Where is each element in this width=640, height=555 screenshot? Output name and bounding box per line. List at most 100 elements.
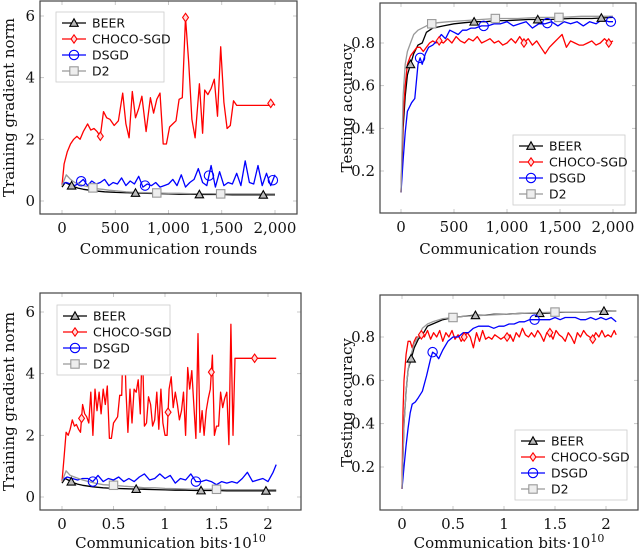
y-tick-label: 6 (25, 7, 35, 25)
legend-marker-dsgd (527, 467, 539, 479)
data-marker-beer (130, 187, 141, 197)
series-line-d2 (400, 15, 613, 193)
data-marker-choco-sgd (96, 131, 104, 142)
legend-marker-choco-sgd (529, 451, 537, 463)
chart-panel-tl: 0 500 1,000 1,500 2,000 0 2 4 6 BEERCHOCO-SGDDSGD… (0, 0, 298, 258)
data-marker-beer (405, 59, 416, 69)
legend-label-d2: D2 (93, 357, 111, 372)
x-axis-scale: ·10 (228, 534, 252, 552)
data-marker-dsgd (139, 180, 151, 191)
data-marker-beer (598, 305, 610, 316)
plot-area (61, 12, 279, 199)
x-axis-scale: ·10 (566, 534, 590, 552)
series-line-beer (61, 477, 277, 492)
series-line-dsgd (61, 464, 277, 486)
legend-marker-beer (525, 140, 537, 150)
x-tick-label: 2 (601, 515, 611, 533)
y-tick-label: 2 (25, 426, 35, 444)
x-axis-label: Communication bits·1010 (414, 532, 605, 552)
data-marker-beer (195, 485, 207, 495)
legend-label-beer: BEER (551, 434, 584, 449)
data-marker-choco-sgd (267, 98, 275, 109)
data-marker-beer (469, 16, 480, 26)
plot-frame (39, 0, 298, 215)
legend-marker-choco-sgd (527, 156, 535, 168)
x-tick-label: 0.5 (102, 515, 126, 533)
legend-label-beer: BEER (549, 139, 582, 154)
legend-label-choco-sgd: CHOCO-SGD (549, 155, 628, 170)
x-tick-label: 2 (263, 515, 273, 533)
chart-panel-br: 0 0.5 1 1.5 2 0.2 0.4 0.6 0.8 BEERCHOCO-SGDDSGDD2… (338, 294, 639, 552)
legend-marker-choco-sgd (70, 33, 78, 45)
y-tick-label: 0.8 (351, 328, 375, 346)
legend-marker-d2 (70, 359, 80, 369)
data-marker-beer (194, 189, 205, 199)
x-axis-label: Communication rounds (80, 240, 258, 258)
legend-label-choco-sgd: CHOCO-SGD (93, 325, 172, 340)
y-tick-label: 4 (25, 69, 35, 87)
data-marker-choco-sgd (605, 37, 613, 49)
plot-area (61, 312, 277, 495)
data-marker-choco-sgd (503, 331, 511, 343)
data-marker-dsgd (542, 17, 553, 29)
y-tick-label: 2 (25, 130, 35, 148)
x-tick-label: 1.5 (543, 515, 567, 533)
data-marker-dsgd (478, 20, 489, 32)
data-marker-choco-sgd (77, 413, 86, 424)
data-marker-d2 (108, 480, 119, 491)
plot-frame (379, 294, 639, 511)
data-marker-beer (258, 189, 269, 199)
data-marker-dsgd (529, 314, 540, 325)
data-marker-dsgd (203, 170, 215, 181)
data-marker-beer (406, 353, 417, 363)
x-tick-label: 1,500 (539, 218, 582, 236)
x-tick-label: 0 (57, 219, 67, 237)
legend-label-d2: D2 (549, 187, 567, 202)
data-marker-beer (66, 476, 77, 486)
legend-marker-dsgd (69, 342, 81, 354)
plot-frame (379, 2, 637, 214)
x-tick-label: 2,000 (254, 219, 297, 237)
y-tick-label: 6 (25, 303, 35, 321)
x-tick-label: 0 (397, 515, 407, 533)
data-marker-dsgd (267, 174, 279, 186)
plot-area (400, 12, 617, 193)
data-marker-d2 (152, 188, 162, 198)
series-line-d2 (401, 310, 617, 489)
data-marker-dsgd (190, 476, 202, 487)
legend-marker-dsgd (525, 172, 537, 184)
data-marker-d2 (490, 13, 501, 24)
data-marker-choco-sgd (546, 327, 554, 338)
legend-label-beer: BEER (93, 309, 126, 324)
data-marker-beer (596, 12, 607, 22)
data-marker-dsgd (75, 176, 87, 187)
data-marker-beer (131, 483, 142, 493)
data-marker-choco-sgd (435, 35, 443, 47)
data-marker-d2 (211, 484, 222, 495)
data-marker-beer (470, 310, 481, 320)
data-marker-d2 (554, 12, 564, 23)
legend-label-choco-sgd: CHOCO-SGD (92, 32, 171, 47)
data-marker-choco-sgd (520, 37, 528, 49)
legend-label-dsgd: DSGD (92, 48, 129, 63)
legend-marker-beer (527, 435, 539, 445)
legend-marker-beer (69, 310, 81, 320)
y-tick-label: 0.2 (351, 458, 375, 476)
x-tick-label: 1,000 (486, 218, 529, 236)
data-marker-dsgd (414, 52, 426, 64)
x-axis-label: Communication bits·1010 (75, 532, 266, 552)
series-line-d2 (61, 470, 277, 491)
legend-label-dsgd: DSGD (93, 341, 130, 356)
data-marker-choco-sgd (589, 334, 597, 345)
x-axis-exponent: 10 (252, 532, 266, 545)
data-marker-choco-sgd (250, 353, 259, 364)
legend-marker-choco-sgd (71, 326, 79, 338)
legend-label-choco-sgd: CHOCO-SGD (551, 450, 630, 465)
legend-marker-dsgd (68, 49, 80, 61)
data-marker-beer (260, 485, 272, 495)
data-marker-dsgd (605, 16, 617, 27)
